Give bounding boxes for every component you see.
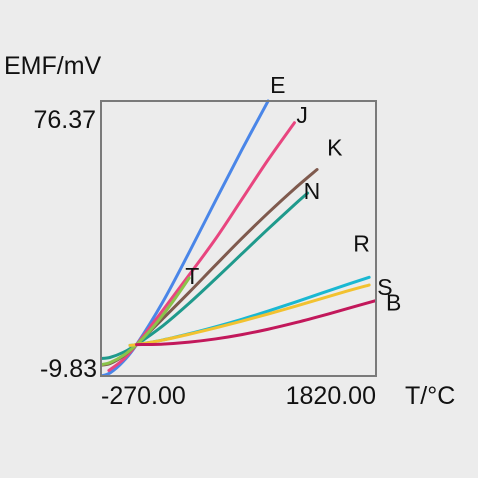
series-label-b: B bbox=[386, 290, 401, 316]
series-label-n: N bbox=[304, 178, 321, 204]
plot-frame bbox=[100, 100, 377, 377]
series-line-n bbox=[101, 191, 310, 361]
series-label-k: K bbox=[327, 135, 343, 161]
series-line-t bbox=[101, 276, 191, 367]
y-tick-label-max: 76.37 bbox=[33, 106, 96, 134]
series-line-e bbox=[101, 99, 270, 376]
x-axis-label: T/°C bbox=[405, 382, 455, 410]
series-label-j: J bbox=[296, 102, 308, 128]
series-label-r: R bbox=[353, 230, 370, 256]
y-tick-label-min: -9.83 bbox=[40, 355, 97, 383]
series-line-s bbox=[128, 283, 371, 347]
x-tick-label-min: -270.00 bbox=[101, 382, 186, 410]
series-label-s: S bbox=[377, 274, 392, 300]
series-label-e: E bbox=[270, 72, 285, 98]
series-label-t: T bbox=[185, 263, 199, 289]
series-line-b bbox=[135, 299, 376, 347]
series-line-k bbox=[101, 168, 319, 367]
series-line-j bbox=[107, 121, 296, 372]
y-axis-label: EMF/mV bbox=[4, 52, 102, 80]
x-tick-label-max: 1820.00 bbox=[286, 382, 376, 410]
